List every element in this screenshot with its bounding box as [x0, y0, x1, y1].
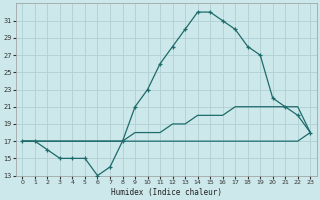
X-axis label: Humidex (Indice chaleur): Humidex (Indice chaleur)	[111, 188, 222, 197]
